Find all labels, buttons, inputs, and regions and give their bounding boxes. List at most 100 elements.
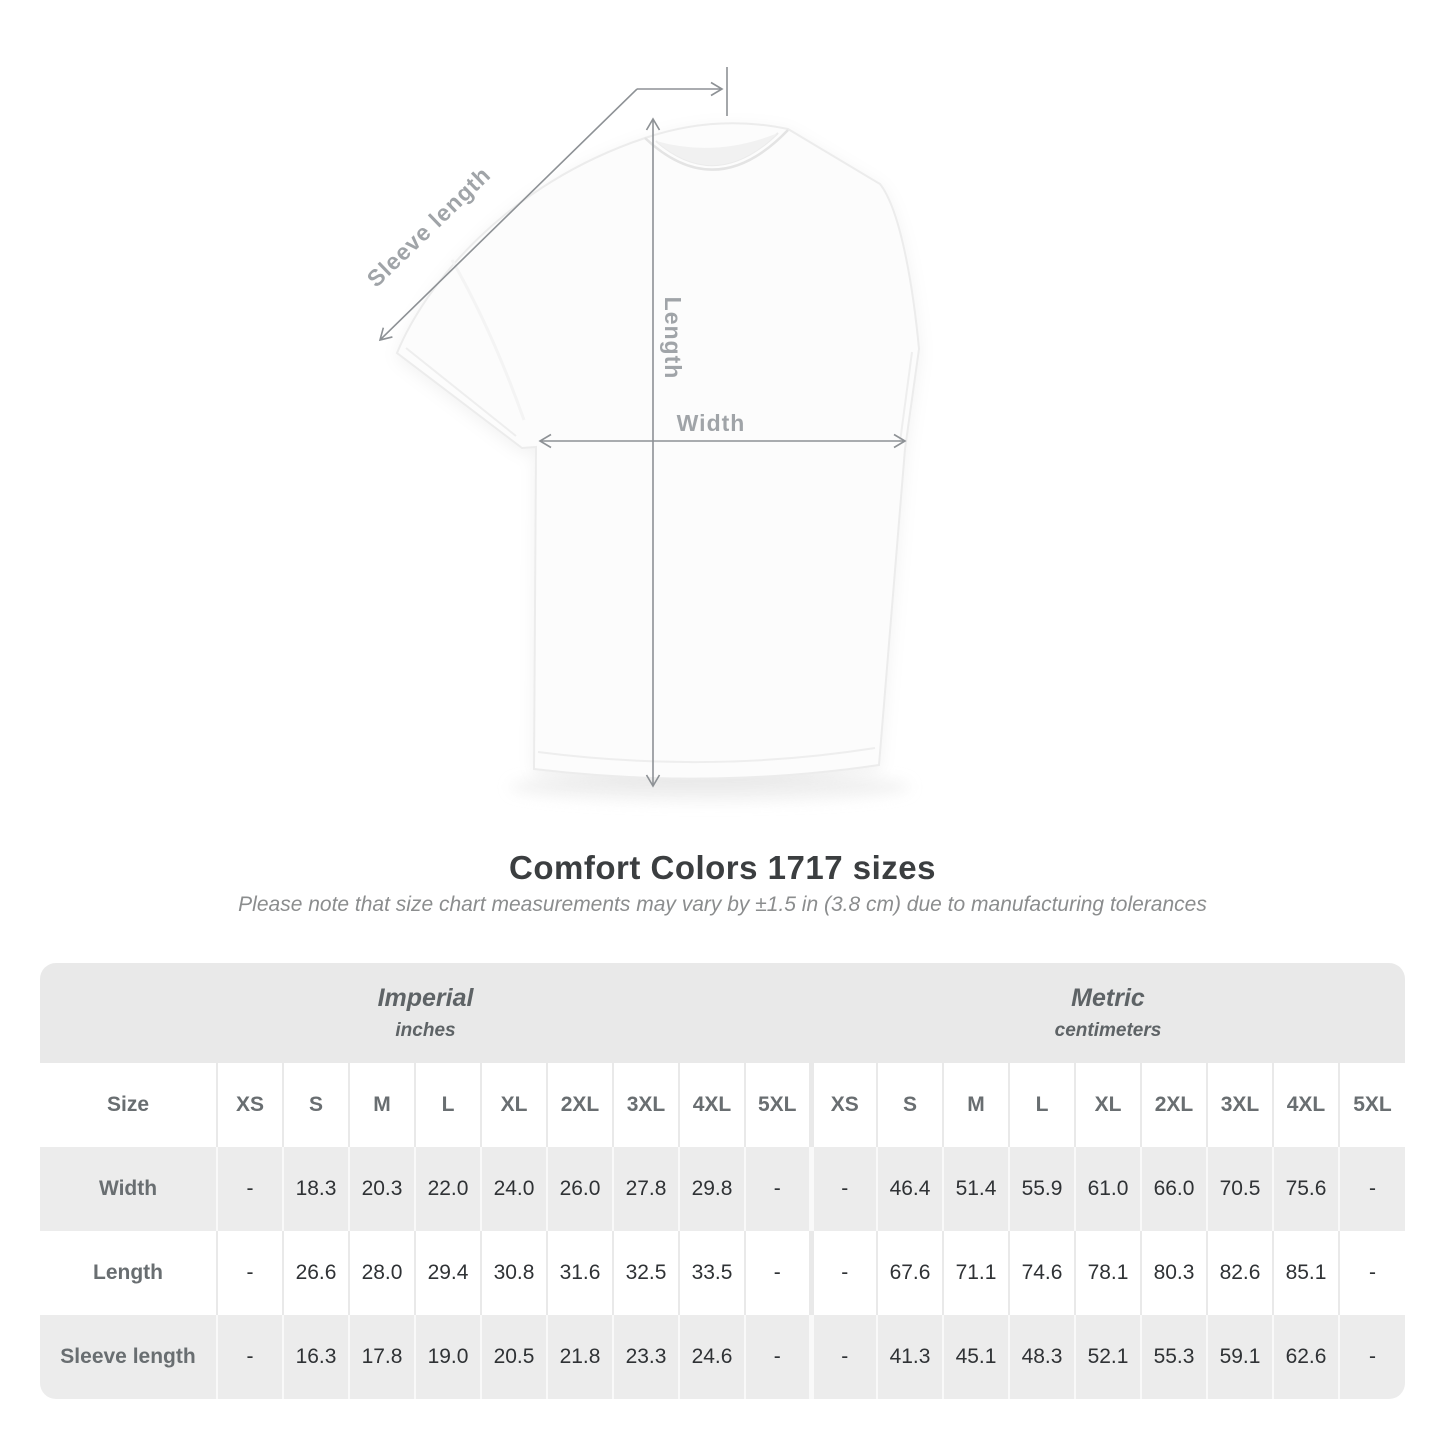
cell-length-imperial-m: 28.0 bbox=[348, 1231, 415, 1315]
metric-section-title: Metric bbox=[1071, 984, 1145, 1012]
units-header-row: Imperial inches Metric centimeters bbox=[40, 963, 1405, 1063]
collar-inside-shading bbox=[656, 133, 778, 166]
cell-length-imperial-3xl: 32.5 bbox=[612, 1231, 679, 1315]
size-header-metric-l: L bbox=[1008, 1063, 1075, 1147]
cell-width-imperial-3xl: 27.8 bbox=[612, 1147, 679, 1231]
page-title: Comfort Colors 1717 sizes bbox=[509, 849, 936, 886]
cell-length-metric-xs: - bbox=[808, 1231, 877, 1315]
imperial-section-unit: inches bbox=[395, 1020, 456, 1041]
size-column-header: Size bbox=[106, 1093, 150, 1116]
cell-sleeve-length-imperial-2xl: 21.8 bbox=[546, 1315, 613, 1399]
size-header-metric-4xl: 4XL bbox=[1272, 1063, 1339, 1147]
cell-width-metric-xl: 61.0 bbox=[1074, 1147, 1141, 1231]
size-header-metric-2xl: 2XL bbox=[1140, 1063, 1207, 1147]
metric-section-unit: centimeters bbox=[1054, 1020, 1162, 1041]
cell-length-imperial-s: 26.6 bbox=[282, 1231, 349, 1315]
width-label: Width bbox=[677, 410, 746, 436]
cell-length-metric-m: 71.1 bbox=[942, 1231, 1009, 1315]
cell-sleeve-length-imperial-l: 19.0 bbox=[414, 1315, 481, 1399]
cell-width-imperial-l: 22.0 bbox=[414, 1147, 481, 1231]
cell-length-imperial-5xl: - bbox=[744, 1231, 811, 1315]
cell-width-metric-m: 51.4 bbox=[942, 1147, 1009, 1231]
cell-sleeve-length-imperial-s: 16.3 bbox=[282, 1315, 349, 1399]
size-header-imperial-m: M bbox=[348, 1063, 415, 1147]
left-sleeve-crease bbox=[450, 259, 526, 421]
tshirt-illustration bbox=[395, 122, 921, 780]
cell-sleeve-length-metric-l: 48.3 bbox=[1008, 1315, 1075, 1399]
cell-width-imperial-m: 20.3 bbox=[348, 1147, 415, 1231]
size-header-metric-m: M bbox=[942, 1063, 1009, 1147]
cell-sleeve-length-metric-xl: 52.1 bbox=[1074, 1315, 1141, 1399]
cell-length-metric-3xl: 82.6 bbox=[1206, 1231, 1273, 1315]
cell-length-metric-s: 67.6 bbox=[876, 1231, 943, 1315]
cell-sleeve-length-metric-xs: - bbox=[808, 1315, 877, 1399]
cell-length-imperial-xl: 30.8 bbox=[480, 1231, 547, 1315]
cell-sleeve-length-metric-2xl: 55.3 bbox=[1140, 1315, 1207, 1399]
cell-sleeve-length-imperial-m: 17.8 bbox=[348, 1315, 415, 1399]
cell-length-metric-2xl: 80.3 bbox=[1140, 1231, 1207, 1315]
cell-length-imperial-2xl: 31.6 bbox=[546, 1231, 613, 1315]
cell-width-metric-3xl: 70.5 bbox=[1206, 1147, 1273, 1231]
dimension-lines bbox=[378, 67, 907, 788]
shirt-ground-shadow bbox=[510, 773, 910, 801]
size-header-imperial-s: S bbox=[282, 1063, 349, 1147]
cell-sleeve-length-imperial-4xl: 24.6 bbox=[678, 1315, 745, 1399]
size-header-imperial-4xl: 4XL bbox=[678, 1063, 745, 1147]
size-header-imperial-3xl: 3XL bbox=[612, 1063, 679, 1147]
collar-outer-seam bbox=[644, 129, 789, 171]
cell-width-metric-4xl: 75.6 bbox=[1272, 1147, 1339, 1231]
size-header-imperial-5xl: 5XL bbox=[744, 1063, 811, 1147]
length-label: Length bbox=[660, 297, 686, 380]
cell-length-metric-4xl: 85.1 bbox=[1272, 1231, 1339, 1315]
tshirt-measurement-diagram: Sleeve length Length Width bbox=[362, 67, 921, 801]
cell-length-imperial-xs: - bbox=[216, 1231, 283, 1315]
cell-width-imperial-xs: - bbox=[216, 1147, 283, 1231]
cell-width-metric-l: 55.9 bbox=[1008, 1147, 1075, 1231]
cell-sleeve-length-imperial-5xl: - bbox=[744, 1315, 811, 1399]
imperial-section-header: Imperial inches bbox=[40, 963, 811, 1063]
size-header-metric-xl: XL bbox=[1074, 1063, 1141, 1147]
cell-sleeve-length-metric-4xl: 62.6 bbox=[1272, 1315, 1339, 1399]
cell-sleeve-length-imperial-3xl: 23.3 bbox=[612, 1315, 679, 1399]
size-header-imperial-xs: XS bbox=[216, 1063, 283, 1147]
cell-width-metric-5xl: - bbox=[1338, 1147, 1405, 1231]
left-sleeve-hem-seam bbox=[405, 347, 517, 437]
size-table-container: Imperial inches Metric centimeters Size … bbox=[40, 963, 1405, 1399]
metric-section-header: Metric centimeters bbox=[811, 963, 1405, 1063]
cell-length-metric-5xl: - bbox=[1338, 1231, 1405, 1315]
cell-length-imperial-l: 29.4 bbox=[414, 1231, 481, 1315]
cell-width-imperial-2xl: 26.0 bbox=[546, 1147, 613, 1231]
cell-width-imperial-4xl: 29.8 bbox=[678, 1147, 745, 1231]
right-sleeve-hem-seam bbox=[899, 351, 913, 443]
size-header-imperial-2xl: 2XL bbox=[546, 1063, 613, 1147]
cell-length-imperial-4xl: 33.5 bbox=[678, 1231, 745, 1315]
sleeve-length-row: Sleeve length -16.3 17.8 19.0 20.5 21.8 23.3 2… bbox=[40, 1315, 1405, 1399]
cell-length-metric-l: 74.6 bbox=[1008, 1231, 1075, 1315]
size-header-metric-xs: XS bbox=[808, 1063, 877, 1147]
cell-width-metric-s: 46.4 bbox=[876, 1147, 943, 1231]
cell-sleeve-length-metric-s: 41.3 bbox=[876, 1315, 943, 1399]
width-row: Width -18.3 20.3 22.0 24.0 26.0 27.8 29.8- -46.… bbox=[40, 1147, 1405, 1231]
size-header-imperial-l: L bbox=[414, 1063, 481, 1147]
cell-width-imperial-xl: 24.0 bbox=[480, 1147, 547, 1231]
sleeve-length-row-label: Sleeve length bbox=[60, 1345, 196, 1368]
cell-sleeve-length-imperial-xs: - bbox=[216, 1315, 283, 1399]
cell-width-metric-2xl: 66.0 bbox=[1140, 1147, 1207, 1231]
cell-sleeve-length-metric-m: 45.1 bbox=[942, 1315, 1009, 1399]
cell-length-metric-xl: 78.1 bbox=[1074, 1231, 1141, 1315]
length-row-label: Length bbox=[93, 1261, 163, 1284]
size-header-imperial-xl: XL bbox=[480, 1063, 547, 1147]
tolerance-note: Please note that size chart measurements… bbox=[238, 893, 1207, 916]
cell-width-imperial-5xl: - bbox=[744, 1147, 811, 1231]
cell-width-imperial-s: 18.3 bbox=[282, 1147, 349, 1231]
length-row: Length -26.6 28.0 29.4 30.8 31.6 32.5 33.5- -67… bbox=[40, 1231, 1405, 1315]
size-header-metric-3xl: 3XL bbox=[1206, 1063, 1273, 1147]
size-table: Imperial inches Metric centimeters Size … bbox=[40, 963, 1405, 1399]
imperial-section-title: Imperial bbox=[377, 984, 474, 1012]
cell-sleeve-length-imperial-xl: 20.5 bbox=[480, 1315, 547, 1399]
size-header-row: Size XS S M L XL 2XL 3XL 4XL 5XL XS S M L XL 2XL 3XL 4XL… bbox=[40, 1063, 1405, 1147]
cell-sleeve-length-metric-3xl: 59.1 bbox=[1206, 1315, 1273, 1399]
size-header-metric-s: S bbox=[876, 1063, 943, 1147]
bottom-hem-seam bbox=[537, 747, 876, 764]
